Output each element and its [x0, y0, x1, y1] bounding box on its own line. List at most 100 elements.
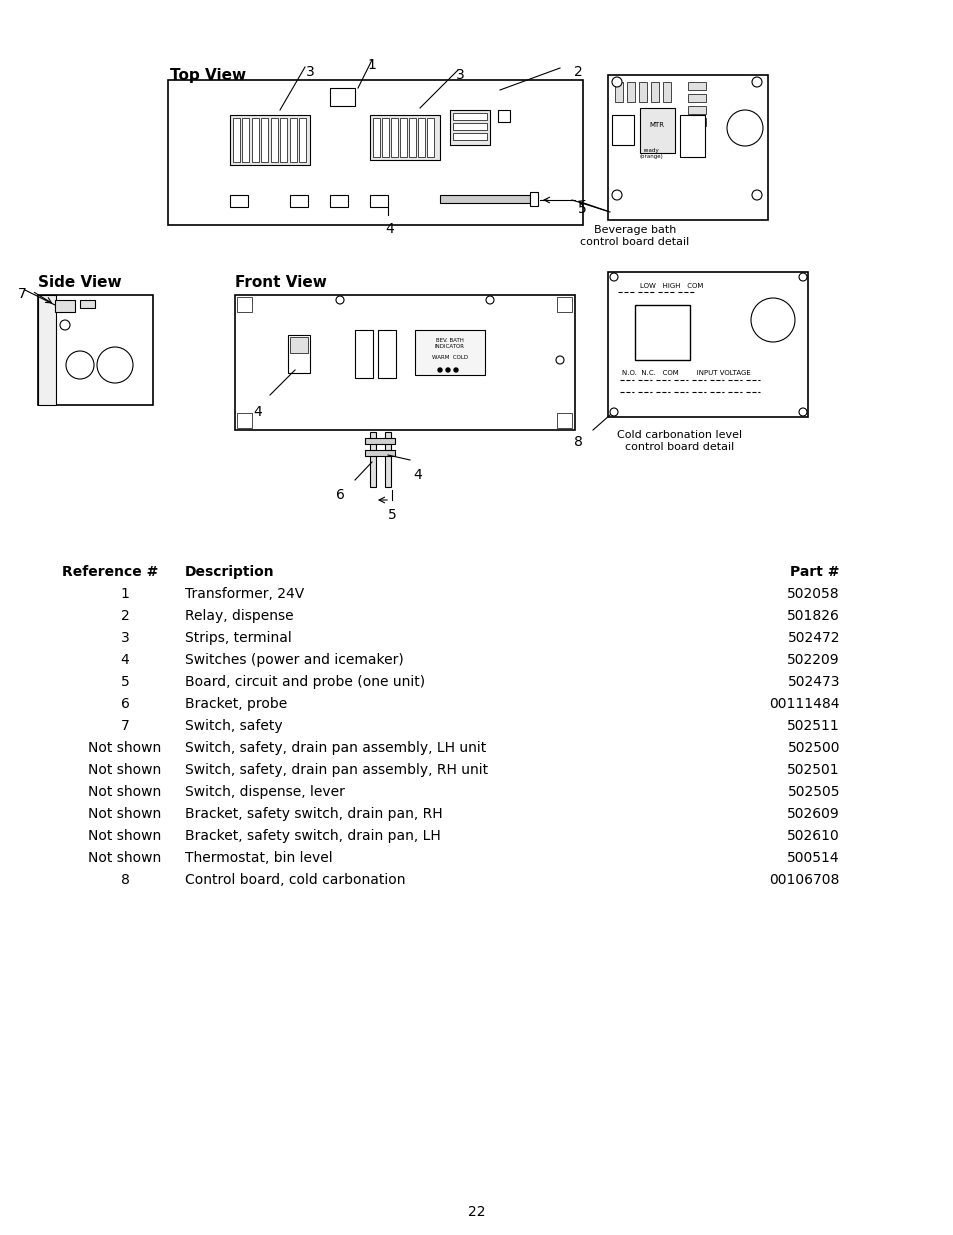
Text: 7: 7 — [120, 719, 130, 734]
Text: 4: 4 — [414, 468, 422, 482]
Bar — [168, 80, 582, 225]
Text: Cold carbonation level
control board detail: Cold carbonation level control board det… — [617, 430, 741, 452]
Text: 502058: 502058 — [786, 587, 840, 601]
Text: Beverage bath
control board detail: Beverage bath control board detail — [579, 225, 689, 247]
Text: 4: 4 — [385, 222, 394, 236]
Text: Front View: Front View — [234, 275, 327, 290]
Text: WARM  COLD: WARM COLD — [432, 354, 468, 359]
Text: 5: 5 — [387, 508, 395, 522]
Circle shape — [60, 320, 70, 330]
Text: BEV. BATH
INDICATOR: BEV. BATH INDICATOR — [435, 338, 464, 348]
Bar — [38, 295, 152, 405]
Bar — [55, 300, 75, 312]
Bar — [557, 412, 572, 429]
Circle shape — [799, 273, 806, 282]
Bar — [234, 295, 575, 430]
Text: 2: 2 — [573, 65, 581, 79]
Text: 7: 7 — [17, 287, 27, 301]
Bar — [261, 119, 268, 162]
Text: 5: 5 — [120, 676, 130, 689]
Bar — [439, 195, 530, 203]
Circle shape — [66, 351, 94, 379]
Text: Switch, safety, drain pan assembly, RH unit: Switch, safety, drain pan assembly, RH u… — [185, 763, 488, 777]
Bar — [453, 133, 486, 140]
Bar — [427, 119, 434, 157]
Text: Part #: Part # — [790, 564, 840, 579]
Bar — [330, 88, 355, 106]
Bar — [450, 110, 490, 144]
Text: Not shown: Not shown — [89, 741, 161, 755]
Text: 501826: 501826 — [786, 609, 840, 622]
Bar — [607, 272, 807, 417]
Text: Board, circuit and probe (one unit): Board, circuit and probe (one unit) — [185, 676, 425, 689]
Text: 3: 3 — [305, 65, 314, 79]
Text: Top View: Top View — [170, 68, 246, 83]
Text: Not shown: Not shown — [89, 829, 161, 844]
Text: Not shown: Not shown — [89, 806, 161, 821]
Bar — [687, 94, 705, 103]
Text: Switch, safety: Switch, safety — [185, 719, 282, 734]
Circle shape — [751, 190, 761, 200]
Circle shape — [612, 190, 621, 200]
Bar — [373, 119, 379, 157]
Circle shape — [726, 110, 762, 146]
Bar — [236, 296, 252, 312]
Text: 22: 22 — [468, 1205, 485, 1219]
Bar — [280, 119, 287, 162]
Text: Control board, cold carbonation: Control board, cold carbonation — [185, 873, 405, 887]
Bar — [399, 119, 407, 157]
Bar — [290, 119, 296, 162]
Text: 4: 4 — [253, 405, 262, 419]
Bar — [299, 119, 306, 162]
Bar — [377, 330, 395, 378]
Bar — [662, 82, 670, 103]
Text: ready
(orange): ready (orange) — [639, 148, 662, 159]
Bar — [271, 119, 277, 162]
Bar — [365, 450, 395, 456]
Text: MTR: MTR — [649, 122, 664, 128]
Text: N.O.  N.C.   COM        INPUT VOLTAGE: N.O. N.C. COM INPUT VOLTAGE — [621, 370, 750, 375]
Bar — [497, 110, 510, 122]
Bar — [370, 115, 439, 161]
Text: Reference #: Reference # — [62, 564, 158, 579]
Circle shape — [609, 273, 618, 282]
Text: 502609: 502609 — [786, 806, 840, 821]
Bar — [453, 112, 486, 120]
Text: 3: 3 — [456, 68, 464, 82]
Text: Bracket, safety switch, drain pan, RH: Bracket, safety switch, drain pan, RH — [185, 806, 442, 821]
Text: 500514: 500514 — [786, 851, 840, 864]
Text: 00111484: 00111484 — [769, 697, 840, 711]
Text: 502505: 502505 — [786, 785, 840, 799]
Text: 502501: 502501 — [786, 763, 840, 777]
Circle shape — [454, 368, 457, 372]
Bar — [365, 438, 395, 445]
Bar — [409, 119, 416, 157]
Bar — [639, 82, 646, 103]
Bar — [530, 191, 537, 206]
Bar — [639, 107, 675, 153]
Text: LOW   HIGH   COM: LOW HIGH COM — [639, 283, 702, 289]
Bar — [679, 115, 704, 157]
Text: 5: 5 — [577, 203, 586, 216]
Bar — [290, 337, 308, 353]
Bar — [252, 119, 258, 162]
Text: 3: 3 — [120, 631, 130, 645]
Bar — [370, 432, 375, 487]
Text: Relay, dispense: Relay, dispense — [185, 609, 294, 622]
Text: 6: 6 — [120, 697, 130, 711]
Bar — [650, 82, 659, 103]
Text: Not shown: Not shown — [89, 785, 161, 799]
Text: Description: Description — [185, 564, 274, 579]
Bar — [415, 330, 484, 375]
Circle shape — [750, 298, 794, 342]
Bar — [453, 124, 486, 130]
Bar — [288, 335, 310, 373]
Bar — [626, 82, 635, 103]
Bar — [381, 119, 389, 157]
Text: Strips, terminal: Strips, terminal — [185, 631, 292, 645]
Bar — [612, 115, 634, 144]
Text: 1: 1 — [367, 58, 376, 72]
Bar — [230, 115, 310, 165]
Bar — [330, 195, 348, 207]
Text: 4: 4 — [120, 653, 130, 667]
